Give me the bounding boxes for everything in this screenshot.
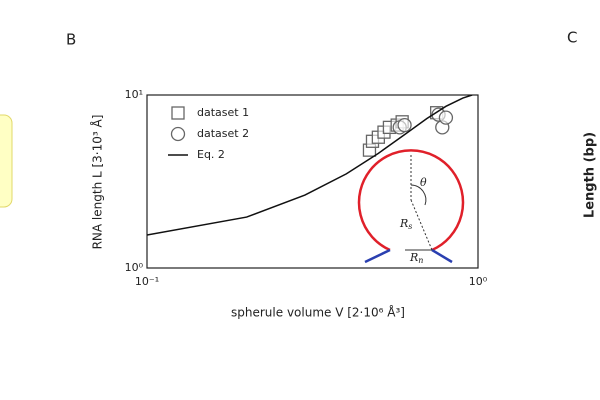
circle-marker [397, 117, 412, 133]
legend-swatch [170, 126, 186, 142]
legend-label: dataset 1 [197, 106, 249, 119]
inset-diagram [357, 149, 465, 264]
y-tick-label: 10⁰ [125, 261, 144, 274]
plot-frame [146, 94, 479, 269]
panel-label: B [66, 31, 76, 49]
guide-line [410, 199, 433, 251]
legend-label: dataset 2 [197, 127, 249, 140]
panel-label: C [567, 29, 577, 47]
membrane [431, 248, 453, 264]
x-tick-label: 10⁰ [469, 275, 488, 288]
inset-label-text: R [399, 217, 408, 230]
inset-label: Rn [409, 251, 423, 265]
fit-line [147, 95, 473, 236]
legend-label: Eq. 2 [197, 148, 225, 161]
x-tick-label: 10⁻¹ [135, 275, 159, 288]
inset-label-sub: s [408, 222, 412, 231]
inset-label-text: θ [420, 176, 427, 189]
angle-arc [410, 184, 427, 206]
circle-marker [438, 110, 454, 125]
legend-swatch [171, 106, 185, 120]
y-axis-label: RNA length L [3·10³ Å] [90, 115, 105, 250]
highlight-box [0, 114, 13, 208]
inset-label-text: R [409, 251, 418, 264]
x-axis-label: spherule volume V [2·10⁶ Å³] [231, 305, 405, 320]
inset-label-sub: n [418, 256, 423, 265]
membrane [364, 248, 391, 264]
inset-label: Rs [399, 217, 412, 231]
axis-label: Length (bp) [583, 132, 598, 218]
y-tick-label: 10¹ [125, 88, 143, 101]
inset-label: θ [420, 176, 427, 189]
spherule-arc [357, 149, 465, 252]
